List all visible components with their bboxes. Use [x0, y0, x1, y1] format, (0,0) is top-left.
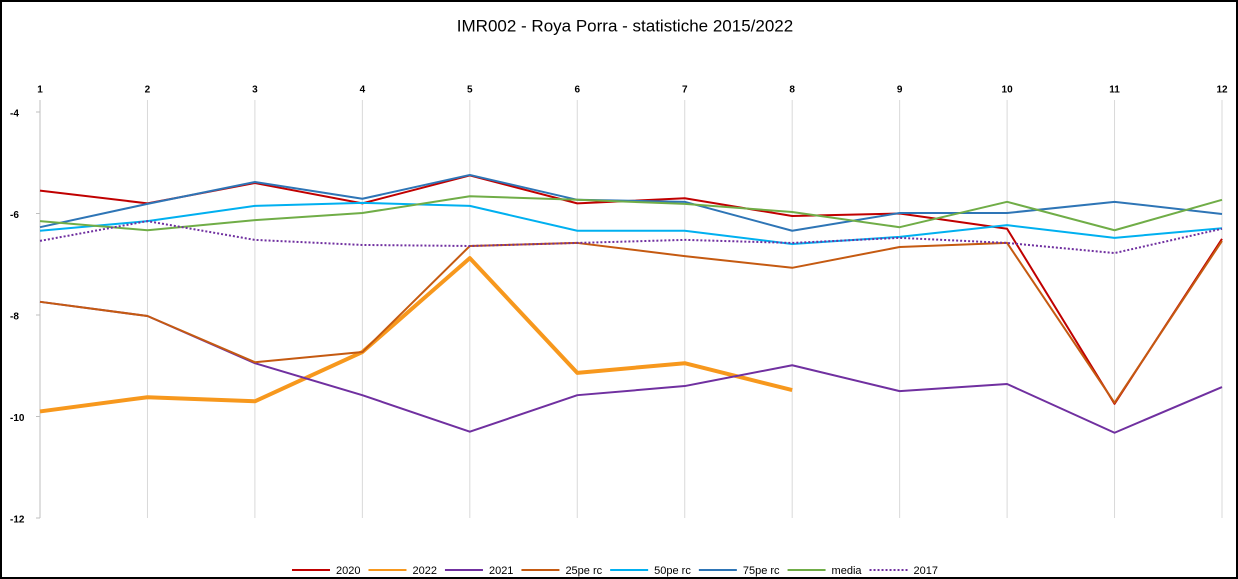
legend-label: 2017 — [914, 565, 938, 577]
legend-label: 50pe rc — [654, 565, 691, 577]
x-tick-label: 12 — [1216, 85, 1228, 96]
y-tick-label: -6 — [10, 210, 19, 221]
legend-label: 2022 — [412, 565, 436, 577]
x-tick-label: 1 — [37, 85, 43, 96]
series-line — [39, 256, 793, 414]
x-tick-label: 5 — [467, 85, 473, 96]
x-tick-label: 10 — [1002, 85, 1014, 96]
legend-label: 2020 — [336, 565, 360, 577]
x-tick-label: 9 — [897, 85, 903, 96]
x-tick-label: 4 — [360, 85, 366, 96]
x-tick-label: 3 — [252, 85, 258, 96]
y-tick-label: -8 — [10, 312, 19, 323]
legend-label: 25pe rc — [565, 565, 602, 577]
series-line — [39, 220, 1223, 255]
chart-title: IMR002 - Roya Porra - statistiche 2015/2… — [457, 16, 793, 35]
series-line — [39, 173, 1223, 232]
x-tick-label: 6 — [574, 85, 580, 96]
y-tick-label: -10 — [10, 413, 25, 424]
x-tick-label: 11 — [1109, 85, 1120, 96]
legend-label: media — [832, 565, 863, 577]
x-tick-label: 8 — [789, 85, 795, 96]
series-line — [39, 195, 1223, 232]
y-tick-label: -4 — [10, 109, 19, 120]
x-tick-label: 2 — [145, 85, 151, 96]
y-tick-label: -12 — [10, 515, 25, 526]
x-tick-label: 7 — [682, 85, 688, 96]
series-line — [39, 240, 1223, 404]
series-line — [39, 201, 1223, 245]
legend-label: 2021 — [489, 565, 513, 577]
legend-label: 75pe rc — [743, 565, 780, 577]
